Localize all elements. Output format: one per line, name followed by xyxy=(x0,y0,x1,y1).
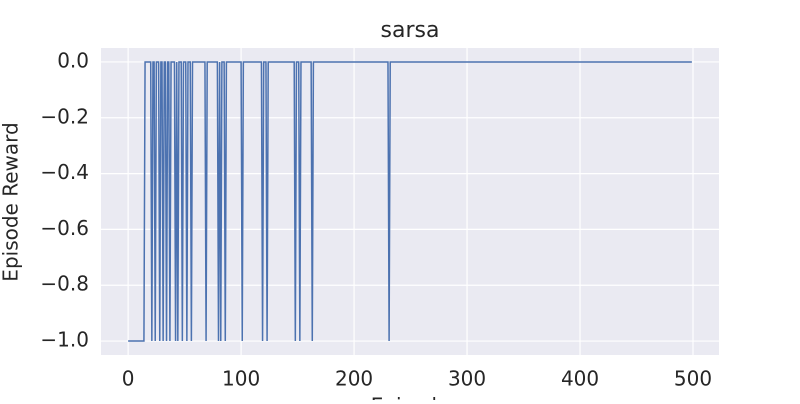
y-axis-label: Episode Reward xyxy=(0,122,23,281)
x-tick-label: 200 xyxy=(335,367,373,391)
y-tick-label: −0.8 xyxy=(40,272,89,296)
x-tick-label: 300 xyxy=(448,367,486,391)
x-tick-label: 400 xyxy=(561,367,599,391)
y-tick-label: −1.0 xyxy=(40,328,89,352)
x-tick-label: 0 xyxy=(122,367,135,391)
x-tick-label: 500 xyxy=(674,367,712,391)
chart-title: sarsa xyxy=(381,18,440,43)
data-line xyxy=(128,61,692,342)
y-tick-label: 0.0 xyxy=(57,48,89,72)
x-axis-label: Episode xyxy=(371,394,450,401)
y-tick-label: −0.4 xyxy=(40,160,89,184)
y-tick-label: −0.2 xyxy=(40,104,89,128)
y-tick-label: −0.6 xyxy=(40,216,89,240)
x-tick-label: 100 xyxy=(222,367,260,391)
plot-area xyxy=(101,48,719,355)
